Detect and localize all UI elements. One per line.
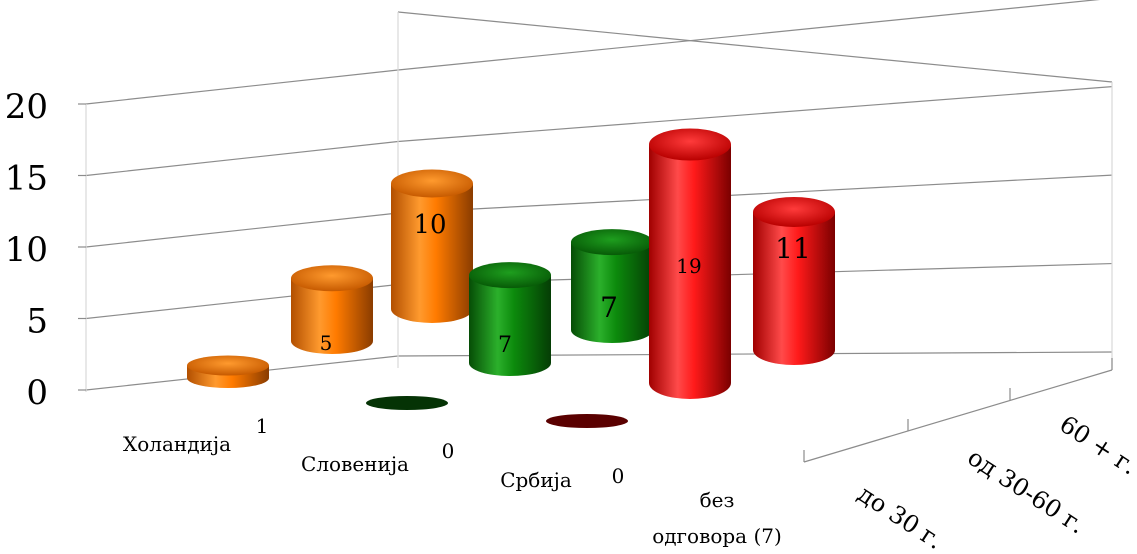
bar-top bbox=[469, 262, 551, 289]
bar-body bbox=[469, 275, 551, 376]
depth-axis-line bbox=[803, 369, 1113, 463]
bar-orange-1 bbox=[291, 265, 373, 354]
category-label: без одговора (7) bbox=[652, 488, 782, 548]
bar-red-0 bbox=[546, 414, 628, 428]
y-tick-label: 15 bbox=[5, 159, 48, 199]
bar-zero-disc bbox=[366, 396, 448, 410]
bar-red-1 bbox=[649, 128, 731, 399]
y-tick-label: 20 bbox=[5, 87, 48, 127]
data-label: 1 bbox=[256, 414, 269, 438]
grid-line-left-20 bbox=[85, 69, 399, 105]
category-label: Холандија bbox=[123, 432, 231, 456]
category-labels: Холандија Словенија Србија без одговора (7) bbox=[123, 432, 782, 548]
y-tick-label: 0 bbox=[26, 373, 48, 413]
data-label: 5 bbox=[320, 331, 333, 355]
data-label: 0 bbox=[442, 439, 455, 463]
bar-orange-2 bbox=[391, 169, 473, 323]
bar-orange-0 bbox=[187, 355, 269, 388]
grid-line-right-15 bbox=[397, 86, 1113, 143]
data-label: 0 bbox=[612, 464, 625, 488]
depth-label: од 30-60 г. bbox=[963, 443, 1091, 539]
category-label: Србија bbox=[500, 468, 572, 492]
bar-green-0 bbox=[366, 396, 448, 410]
grid-line-right-10 bbox=[397, 174, 1113, 214]
bar-zero-disc bbox=[546, 414, 628, 428]
grid-line-left-15 bbox=[85, 140, 399, 177]
bar-green-2 bbox=[571, 229, 653, 343]
data-label: 11 bbox=[775, 232, 811, 265]
bar-top bbox=[753, 196, 835, 227]
bar-top bbox=[571, 229, 653, 256]
y-tick-label: 10 bbox=[5, 230, 48, 270]
bar-top bbox=[187, 355, 269, 376]
bar-green-1 bbox=[469, 262, 551, 376]
bar-top bbox=[649, 128, 731, 161]
depth-labels: до 30 г. од 30-60 г.60 + г. bbox=[853, 410, 1137, 554]
data-label: 10 bbox=[413, 210, 446, 240]
category-label: Словенија bbox=[301, 452, 409, 476]
bar-body bbox=[391, 183, 473, 323]
y-axis-ticks: 0 5 10 15 20 bbox=[5, 87, 86, 413]
grid-line-right-20 bbox=[397, 0, 1101, 71]
data-label: 7 bbox=[498, 333, 512, 358]
bar-body bbox=[291, 278, 373, 354]
depth-label: до 30 г. bbox=[853, 480, 948, 554]
data-labels: 1 5 10 0 7 7 0 19 11 bbox=[256, 210, 811, 488]
bars: 1 5 10 0 7 7 0 19 11 bbox=[187, 128, 835, 488]
depth-axis bbox=[803, 358, 1113, 463]
bar-top bbox=[291, 265, 373, 292]
bar-body bbox=[571, 242, 653, 343]
grid-line-top bbox=[397, 11, 1113, 83]
y-tick-label: 5 bbox=[26, 302, 48, 342]
bar-body bbox=[753, 211, 835, 365]
bar-top bbox=[391, 169, 473, 198]
bar-body bbox=[649, 144, 731, 399]
data-label: 19 bbox=[676, 254, 701, 278]
data-label: 7 bbox=[600, 291, 618, 324]
depth-label: 60 + г. bbox=[1055, 410, 1137, 480]
grid-line-left-10 bbox=[85, 212, 399, 248]
bar-red-2 bbox=[753, 196, 835, 365]
